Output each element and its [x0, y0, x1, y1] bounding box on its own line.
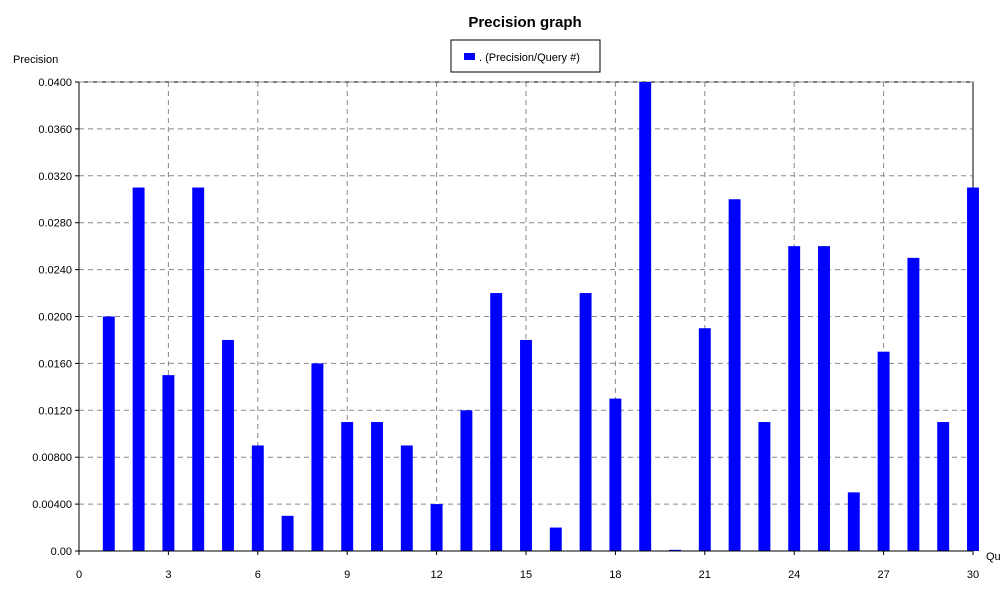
bar — [251, 445, 264, 551]
bar — [102, 316, 115, 551]
bar — [728, 199, 741, 551]
y-tick-label: 0.0400 — [38, 77, 72, 89]
bar — [222, 339, 234, 551]
bar — [460, 410, 473, 551]
bar — [907, 257, 920, 551]
bar — [400, 445, 413, 551]
x-axis-label: Qu — [986, 551, 1000, 563]
bar — [490, 293, 503, 551]
bar — [639, 82, 652, 551]
bar — [549, 527, 562, 551]
legend-label: . (Precision/Query #) — [479, 52, 580, 64]
y-tick-label: 0.00800 — [32, 452, 72, 464]
y-tick-label: 0.0200 — [38, 312, 72, 324]
bar — [818, 246, 830, 551]
bar — [281, 515, 294, 551]
bar — [430, 504, 443, 551]
bar — [847, 492, 860, 551]
bar — [937, 422, 950, 551]
y-tick-label: 0.00 — [51, 546, 72, 558]
y-tick-label: 0.0280 — [38, 218, 72, 230]
y-tick-label: 0.0120 — [38, 405, 72, 417]
x-tick-label: 6 — [255, 569, 261, 581]
bar — [341, 422, 354, 551]
bars — [102, 82, 979, 551]
x-tick-label: 27 — [877, 569, 889, 581]
bar — [520, 339, 532, 551]
legend: . (Precision/Query #) — [450, 39, 601, 73]
y-tick-label: 0.0240 — [38, 265, 72, 277]
x-tick-label: 0 — [76, 569, 82, 581]
y-tick-label: 0.0360 — [38, 124, 72, 136]
bar — [967, 187, 979, 551]
x-tick-label: 30 — [967, 569, 979, 581]
legend-box — [450, 39, 601, 73]
bar — [371, 422, 383, 551]
bar — [877, 351, 890, 551]
bar — [788, 246, 801, 551]
chart-title: Precision graph — [468, 14, 581, 31]
x-tick-label: 15 — [520, 569, 532, 581]
bar — [609, 398, 622, 551]
x-tick-label: 9 — [344, 569, 350, 581]
legend-swatch — [464, 53, 475, 60]
y-tick-label: 0.00400 — [32, 499, 72, 511]
bar — [698, 328, 711, 551]
bar — [669, 549, 681, 551]
x-tick-label: 18 — [609, 569, 621, 581]
y-axis-label: Precision — [13, 54, 58, 66]
bar — [132, 187, 145, 551]
y-tick-label: 0.0160 — [38, 358, 72, 370]
bar — [192, 187, 205, 551]
bar — [162, 375, 175, 551]
y-tick-label: 0.0320 — [38, 171, 72, 183]
bar — [311, 363, 324, 551]
bar — [758, 422, 771, 551]
x-tick-label: 21 — [699, 569, 711, 581]
x-tick-label: 3 — [165, 569, 171, 581]
x-tick-label: 24 — [788, 569, 800, 581]
x-tick-label: 12 — [430, 569, 442, 581]
ticks: 0.00 0.00400 0.00800 0.0120 0.0160 0.0200 0.02… — [32, 77, 979, 581]
bar — [579, 293, 592, 551]
